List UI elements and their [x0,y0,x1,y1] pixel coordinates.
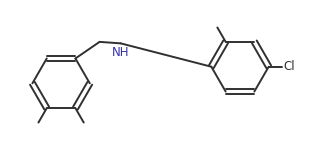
Text: NH: NH [112,46,129,59]
Text: Cl: Cl [284,60,295,73]
